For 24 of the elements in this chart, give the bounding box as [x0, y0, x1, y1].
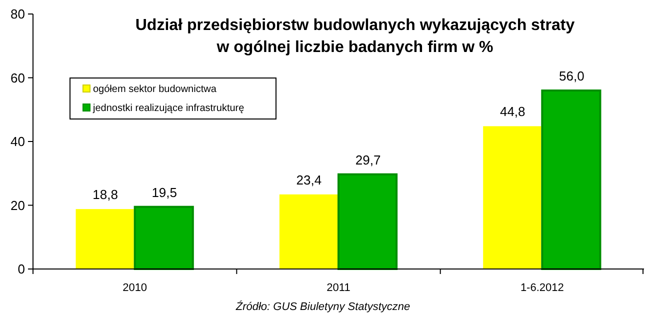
text: Źródło: GUS Biuletyny Statystyczne — [234, 300, 410, 313]
data-label: 19,5 — [152, 184, 178, 200]
legend-label: jednostki realizujące infrastrukturę — [92, 103, 245, 114]
text: Udział przedsiębiorstw budowlanych wykazujących straty w ogólnej liczbie badanych firm w % — [135, 17, 575, 56]
y-tick-label: 40 — [10, 134, 25, 150]
data-label: 23,4 — [296, 172, 322, 188]
y-tick-label: 20 — [10, 198, 25, 213]
bar — [134, 206, 194, 270]
y-tick-label: 80 — [10, 6, 25, 22]
bar — [279, 194, 338, 269]
x-tick-label: 2010 — [122, 282, 148, 294]
bar — [76, 209, 134, 269]
bar — [338, 173, 398, 270]
data-label: 29,7 — [355, 152, 381, 168]
y-tick-label: 60 — [10, 70, 25, 86]
data-label: 56,0 — [559, 68, 584, 84]
bar — [483, 126, 542, 269]
y-tick-label: 0 — [18, 262, 25, 277]
data-label: 18,8 — [92, 187, 118, 202]
x-tick-label: 2011 — [326, 282, 350, 294]
bar — [541, 90, 602, 270]
x-tick-label: 1-6.2012 — [520, 282, 564, 294]
data-label: 44,8 — [500, 104, 526, 120]
legend-label: ogółem sektor budownictwa — [93, 84, 217, 95]
